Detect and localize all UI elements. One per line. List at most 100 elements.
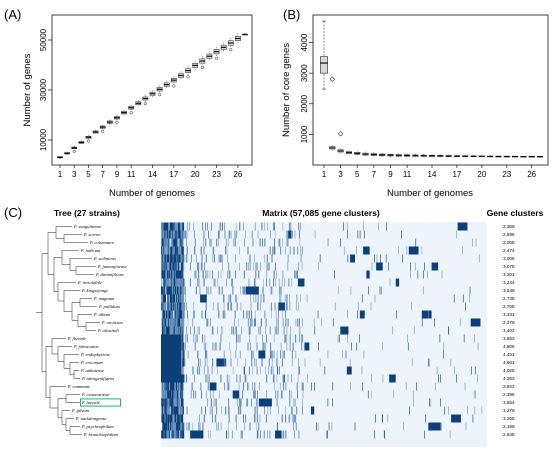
matrix-cell <box>170 238 172 247</box>
matrix-cell <box>434 382 436 391</box>
matrix-cell <box>210 390 211 399</box>
matrix-cell <box>166 430 167 439</box>
matrix-cell <box>181 414 183 423</box>
matrix-cell <box>240 302 242 311</box>
matrix-cell <box>273 270 275 279</box>
matrix-cell <box>474 406 476 415</box>
matrix-cell <box>223 302 225 311</box>
matrix-cell <box>234 238 236 247</box>
matrix-cell <box>176 302 178 311</box>
matrix-cell <box>162 294 164 303</box>
matrix-cell <box>213 278 215 287</box>
matrix-cell <box>162 262 164 271</box>
matrix-cell <box>316 422 317 431</box>
matrix-cell <box>193 230 195 239</box>
matrix-cell <box>167 414 168 423</box>
matrix-cell <box>213 398 215 407</box>
gene-cluster-count: 3,244 <box>503 280 515 285</box>
matrix-cell <box>181 254 183 263</box>
matrix-cell <box>257 302 259 311</box>
matrix-cell <box>167 382 169 391</box>
matrix-cell <box>239 334 241 343</box>
matrix-cell <box>178 262 180 271</box>
matrix-cell <box>347 310 348 319</box>
matrix-cell <box>272 246 274 255</box>
matrix-cell <box>243 366 245 375</box>
matrix-cell <box>198 326 200 335</box>
matrix-cell <box>264 238 266 247</box>
matrix-cell <box>174 302 176 311</box>
matrix-cell <box>173 302 175 311</box>
matrix-cell <box>230 294 232 303</box>
matrix-cell <box>206 254 207 263</box>
matrix-block <box>421 310 432 319</box>
matrix-cell <box>179 398 181 407</box>
matrix-cell <box>266 254 268 263</box>
matrix-cell <box>299 334 300 343</box>
panel-b-frame <box>312 14 549 166</box>
matrix-cell <box>254 318 255 327</box>
matrix-cell <box>359 230 361 239</box>
matrix-cell <box>289 302 291 311</box>
matrix-cell <box>164 302 166 311</box>
matrix-cell <box>176 414 179 423</box>
matrix-cell <box>166 222 169 231</box>
matrix-cell <box>277 390 279 399</box>
outlier <box>229 48 233 52</box>
matrix-cell <box>469 286 471 295</box>
matrix-cell <box>204 310 206 319</box>
matrix-cell <box>197 278 199 287</box>
matrix-cell <box>208 286 210 295</box>
matrix-cell <box>177 294 179 303</box>
matrix-cell <box>164 414 166 423</box>
matrix-cell <box>297 270 298 279</box>
matrix-cell <box>202 222 204 231</box>
strain-label: F. psychrophilum <box>81 424 114 429</box>
matrix-cell <box>367 390 369 399</box>
matrix-cell <box>178 390 180 399</box>
matrix-cell <box>197 262 200 271</box>
matrix-cell <box>199 366 201 375</box>
matrix-cell <box>176 262 178 271</box>
matrix-cell <box>161 318 163 327</box>
matrix-cell <box>162 430 164 439</box>
matrix-cell <box>171 254 173 263</box>
matrix-cell <box>163 286 165 295</box>
matrix-cell <box>203 278 205 287</box>
matrix-cell <box>248 310 250 319</box>
matrix-cell <box>283 326 285 335</box>
matrix-cell <box>273 222 275 231</box>
strain-label: F. sediminis <box>93 256 116 261</box>
matrix-cell <box>161 238 162 247</box>
matrix-cell <box>253 278 255 287</box>
matrix-cell <box>374 294 376 303</box>
matrix-cell <box>182 310 184 319</box>
matrix-cell <box>239 222 241 231</box>
matrix-block <box>258 350 266 359</box>
matrix-cell <box>263 430 265 439</box>
matrix-cell <box>278 406 279 415</box>
matrix-cell <box>239 406 242 415</box>
matrix-cell <box>162 294 163 303</box>
matrix-cell <box>298 366 300 375</box>
matrix-cell <box>272 246 273 255</box>
matrix-cell <box>314 326 316 335</box>
matrix-cell <box>171 310 173 319</box>
matrix-cell <box>235 294 237 303</box>
matrix-cell <box>473 390 475 399</box>
matrix-cell <box>424 262 425 271</box>
matrix-cell <box>178 398 180 407</box>
matrix-cell <box>177 406 179 415</box>
matrix-cell <box>216 406 218 415</box>
gene-cluster-count: 2,199 <box>503 424 515 429</box>
matrix-cell <box>383 430 385 439</box>
matrix-cell <box>182 302 185 311</box>
matrix-cell <box>166 382 168 391</box>
matrix-cell <box>174 310 176 319</box>
matrix-cell <box>317 422 319 431</box>
matrix-cell <box>171 262 173 271</box>
matrix-cell <box>287 302 288 311</box>
matrix-cell <box>190 390 192 399</box>
matrix-cell <box>270 406 271 415</box>
matrix-cell <box>175 310 177 319</box>
